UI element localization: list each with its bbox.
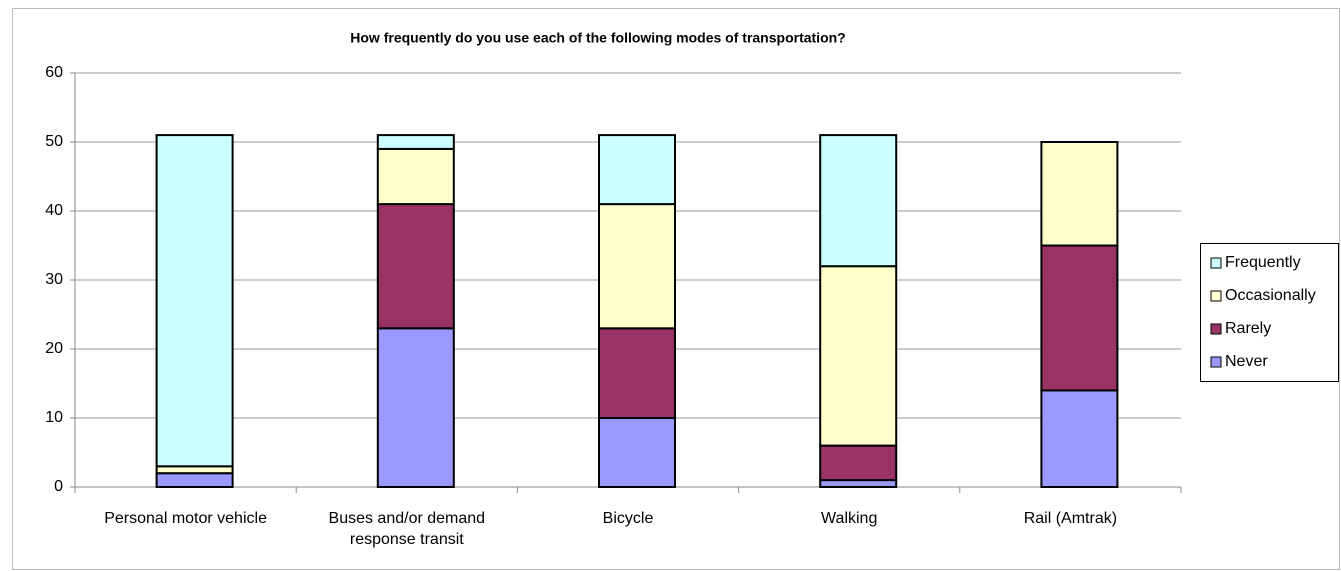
legend-label: Rarely <box>1225 320 1271 337</box>
y-tick-label: 50 <box>45 133 63 150</box>
legend-swatch <box>1210 356 1222 368</box>
y-tick-label: 60 <box>45 64 63 81</box>
bar-segment <box>819 134 898 268</box>
x-tick-label: Bicycle <box>602 510 654 527</box>
x-tick-label: Walking <box>821 510 878 527</box>
bar-segment <box>819 444 898 482</box>
bar-segment <box>1040 244 1119 392</box>
bar-segment <box>598 134 676 206</box>
y-tick-label: 30 <box>45 271 63 288</box>
bar-segment <box>598 203 676 330</box>
y-tick-label: 20 <box>45 340 63 357</box>
bar-segment <box>819 479 898 489</box>
legend-label: Occasionally <box>1225 287 1316 304</box>
x-tick-label: Rail (Amtrak) <box>1023 510 1118 527</box>
bar-segment <box>598 417 676 488</box>
bar-segment <box>1040 141 1119 247</box>
bar-segment <box>376 134 455 150</box>
legend-swatch <box>1210 290 1222 302</box>
bar-segment <box>376 147 455 206</box>
x-tick-label: Personal motor vehicle <box>104 510 267 527</box>
legend-box <box>1200 243 1339 382</box>
x-tick-label: Buses and/or demand response transit <box>328 510 486 548</box>
bar-segment <box>819 265 898 447</box>
bar-segment <box>155 472 234 489</box>
legend-swatch <box>1210 257 1222 269</box>
bar-segment <box>598 327 676 419</box>
y-tick-label: 40 <box>45 202 63 219</box>
bar-segment <box>155 134 234 468</box>
bar-segment <box>1040 389 1119 488</box>
y-tick-label: 10 <box>45 409 63 426</box>
legend-label: Never <box>1225 353 1268 370</box>
bar-segment <box>376 327 455 488</box>
legend-swatch <box>1210 323 1222 335</box>
bar-segment <box>376 203 455 330</box>
chart-title: How frequently do you use each of the fo… <box>350 30 845 46</box>
bar-segment <box>155 465 234 475</box>
legend-label: Frequently <box>1225 254 1301 271</box>
y-tick-label: 0 <box>54 478 63 495</box>
